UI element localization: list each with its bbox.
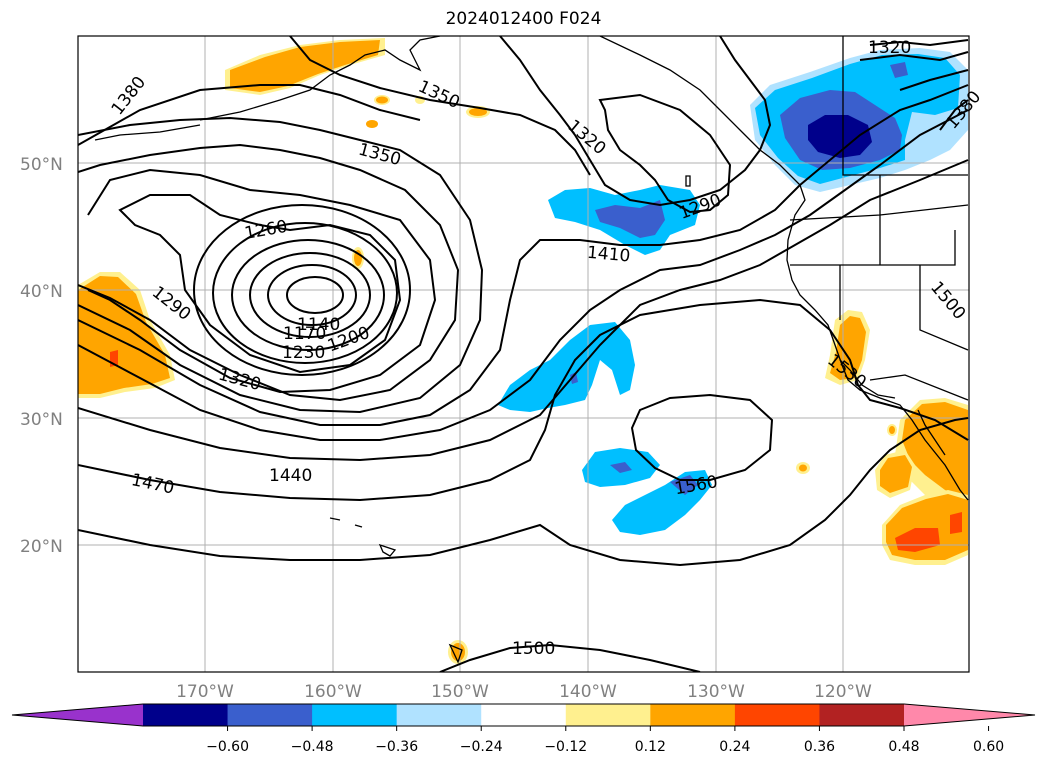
- colorbar-cell: [650, 704, 736, 726]
- contour-label: 1170: [283, 324, 326, 344]
- contour-label: 1290: [148, 282, 194, 324]
- latitude-labels: 50°N 40°N 30°N 20°N: [20, 155, 63, 557]
- lon-label: 130°W: [687, 682, 745, 702]
- contour-label: 1320: [868, 38, 911, 58]
- colorbar-cell: [227, 704, 313, 726]
- colorbar-extend-left: [12, 704, 143, 726]
- contour-label: 1230: [282, 343, 325, 363]
- lon-label: 120°W: [814, 682, 872, 702]
- colorbar-tick-label: 0.48: [888, 739, 919, 755]
- colorbar-cell: [819, 704, 905, 726]
- lon-label: 140°W: [559, 682, 617, 702]
- map-title: 2024012400 F024: [445, 9, 602, 29]
- colorbar-cell: [312, 704, 398, 726]
- colorbar-cell: [396, 704, 482, 726]
- lon-label: 170°W: [176, 682, 234, 702]
- contour-label: 1500: [512, 639, 555, 659]
- colorbar-cell: [481, 704, 567, 726]
- contour-label: 1140: [297, 315, 340, 335]
- lon-label: 150°W: [431, 682, 489, 702]
- colorbar-cell: [143, 704, 229, 726]
- longitude-labels: 170°W 160°W 150°W 140°W 130°W 120°W: [176, 682, 872, 702]
- lat-label: 20°N: [20, 537, 63, 557]
- contour-label: 1410: [586, 243, 631, 267]
- shaded-anomalies: [78, 38, 968, 664]
- colorbar: −0.60 −0.48 −0.36 −0.24 −0.12 0.12 0.24 0.36 0.4…: [11, 703, 1036, 755]
- colorbar-tick-label: −0.36: [375, 739, 418, 755]
- colorbar-cell: [734, 704, 820, 726]
- lat-label: 40°N: [20, 282, 63, 302]
- contour-label: 1320: [216, 365, 263, 396]
- colorbar-outline: [11, 703, 1036, 727]
- lat-label: 30°N: [20, 410, 63, 430]
- colorbar-tick-label: −0.24: [460, 739, 503, 755]
- map-frame: [77, 35, 970, 673]
- coastlines: [94, 36, 969, 664]
- contour-label: 1500: [926, 278, 969, 324]
- lat-label: 50°N: [20, 155, 63, 175]
- contour-label: 1260: [243, 217, 289, 244]
- contour-label: 1440: [269, 466, 312, 486]
- lon-label: 160°W: [304, 682, 362, 702]
- colorbar-tick-label: 0.24: [719, 739, 750, 755]
- colorbar-tick-label: 0.36: [804, 739, 835, 755]
- colorbar-extend-right: [904, 704, 1035, 726]
- colorbar-tick-label: −0.48: [291, 739, 334, 755]
- contour-label: 1350: [356, 140, 403, 171]
- contour-label: 1350: [415, 77, 463, 113]
- contour-label: 1470: [130, 470, 176, 499]
- colorbar-cell: [565, 704, 651, 726]
- contour-label: 1380: [108, 73, 150, 119]
- height-contours: [78, 36, 969, 672]
- colorbar-tick-label: 0.60: [973, 739, 1004, 755]
- colorbar-tick-label: 0.12: [635, 739, 666, 755]
- colorbar-tick-label: −0.60: [206, 739, 249, 755]
- colorbar-tick-label: −0.12: [544, 739, 587, 755]
